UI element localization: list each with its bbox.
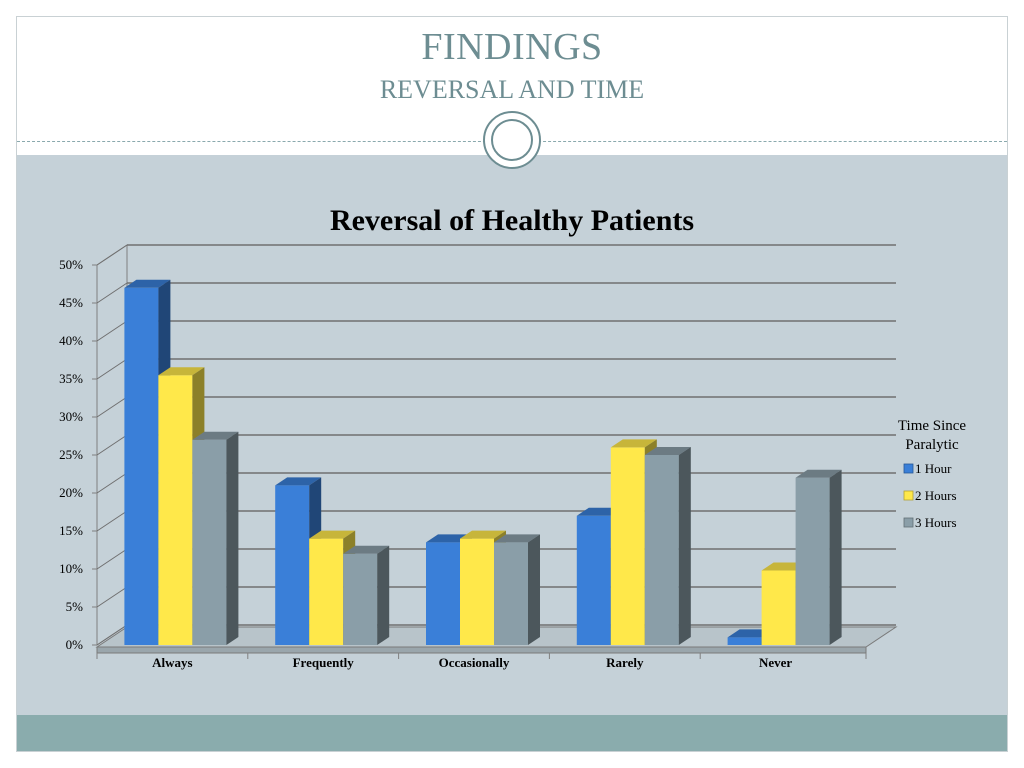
gridline-depth (96, 586, 128, 608)
bar-top (192, 431, 239, 440)
x-tick-label: Rarely (606, 655, 644, 670)
circle-ornament (483, 111, 541, 169)
x-tick-label: Never (759, 655, 792, 670)
bar-front (761, 570, 796, 645)
bar-top (275, 477, 322, 486)
bar (460, 530, 506, 645)
bar-front (124, 287, 159, 645)
y-tick-label: 45% (59, 295, 83, 310)
legend-label: 2 Hours (915, 488, 957, 503)
chart-floor-edge (96, 646, 867, 654)
bar-top (343, 545, 390, 554)
bar-top (795, 469, 842, 478)
y-tick-label: 10% (59, 561, 83, 576)
chart-title: Reversal of Healthy Patients (330, 204, 694, 237)
bar-top (644, 447, 691, 455)
y-tick-label: 40% (59, 333, 83, 348)
bar (795, 469, 842, 645)
y-tick-label: 5% (66, 599, 84, 614)
bar-side (678, 447, 691, 645)
bar-top (158, 367, 205, 376)
gridline-depth (96, 320, 128, 342)
x-tick-label: Always (152, 655, 192, 670)
y-tick-label: 25% (59, 447, 83, 462)
gridline-depth (96, 244, 128, 266)
bar-top (494, 534, 540, 543)
y-tick-label: 50% (59, 257, 83, 272)
bar-front (192, 439, 227, 645)
bar (192, 431, 239, 645)
bar-side (226, 431, 239, 645)
bar-front (727, 637, 762, 645)
legend-swatch (903, 463, 914, 474)
bar-front (158, 375, 193, 645)
legend-label: 3 Hours (915, 515, 957, 530)
slide-subtitle: REVERSAL AND TIME (379, 75, 645, 104)
bar-top (460, 530, 506, 539)
gridline-depth (96, 510, 128, 532)
footer-bar (17, 715, 1007, 751)
bar-front (795, 477, 830, 645)
gridline-depth (96, 548, 128, 570)
gridline-depth (96, 624, 128, 646)
circle-ornament-inner (491, 119, 533, 161)
gridline-depth (96, 358, 128, 380)
slide-title: FINDINGS (421, 26, 603, 68)
gridline-depth (96, 434, 128, 456)
bar-front (309, 538, 344, 645)
y-tick-label: 30% (59, 409, 83, 424)
legend-label: 1 Hour (915, 461, 952, 476)
bar (343, 545, 390, 645)
legend-swatch (903, 517, 914, 528)
bar-front (460, 538, 494, 645)
bar (644, 447, 691, 645)
bar-front (644, 455, 679, 645)
x-tick-label: Occasionally (439, 655, 510, 670)
bar-side (377, 545, 390, 645)
gridline-depth (96, 472, 128, 494)
bar-top (610, 439, 657, 448)
bar-side (829, 469, 842, 645)
y-tick-label: 20% (59, 485, 83, 500)
bar-top (124, 279, 171, 288)
bar-front (494, 542, 528, 645)
bar-front (426, 542, 460, 645)
y-tick-label: 0% (66, 637, 84, 652)
gridline-depth (96, 282, 128, 304)
slide: FINDINGS REVERSAL AND TIME Reversal of H… (16, 16, 1008, 752)
y-tick-label: 35% (59, 371, 83, 386)
content-area: Reversal of Healthy Patients 0% 5% 10% 15% 20… (17, 155, 1007, 715)
bar (494, 534, 540, 645)
bar-front (275, 485, 310, 645)
legend-swatch (903, 490, 914, 501)
bar-front (343, 553, 378, 645)
bar-chart: Reversal of Healthy Patients 0% 5% 10% 15% 20… (59, 204, 967, 670)
bar-front (610, 447, 645, 645)
bar-top (309, 530, 356, 539)
bar-front (576, 515, 611, 645)
bar-side (528, 534, 540, 645)
legend-title: Time Since Paralytic (898, 418, 967, 453)
y-tick-label: 15% (59, 523, 83, 538)
gridline-depth (96, 396, 128, 418)
x-tick-label: Frequently (293, 655, 355, 670)
